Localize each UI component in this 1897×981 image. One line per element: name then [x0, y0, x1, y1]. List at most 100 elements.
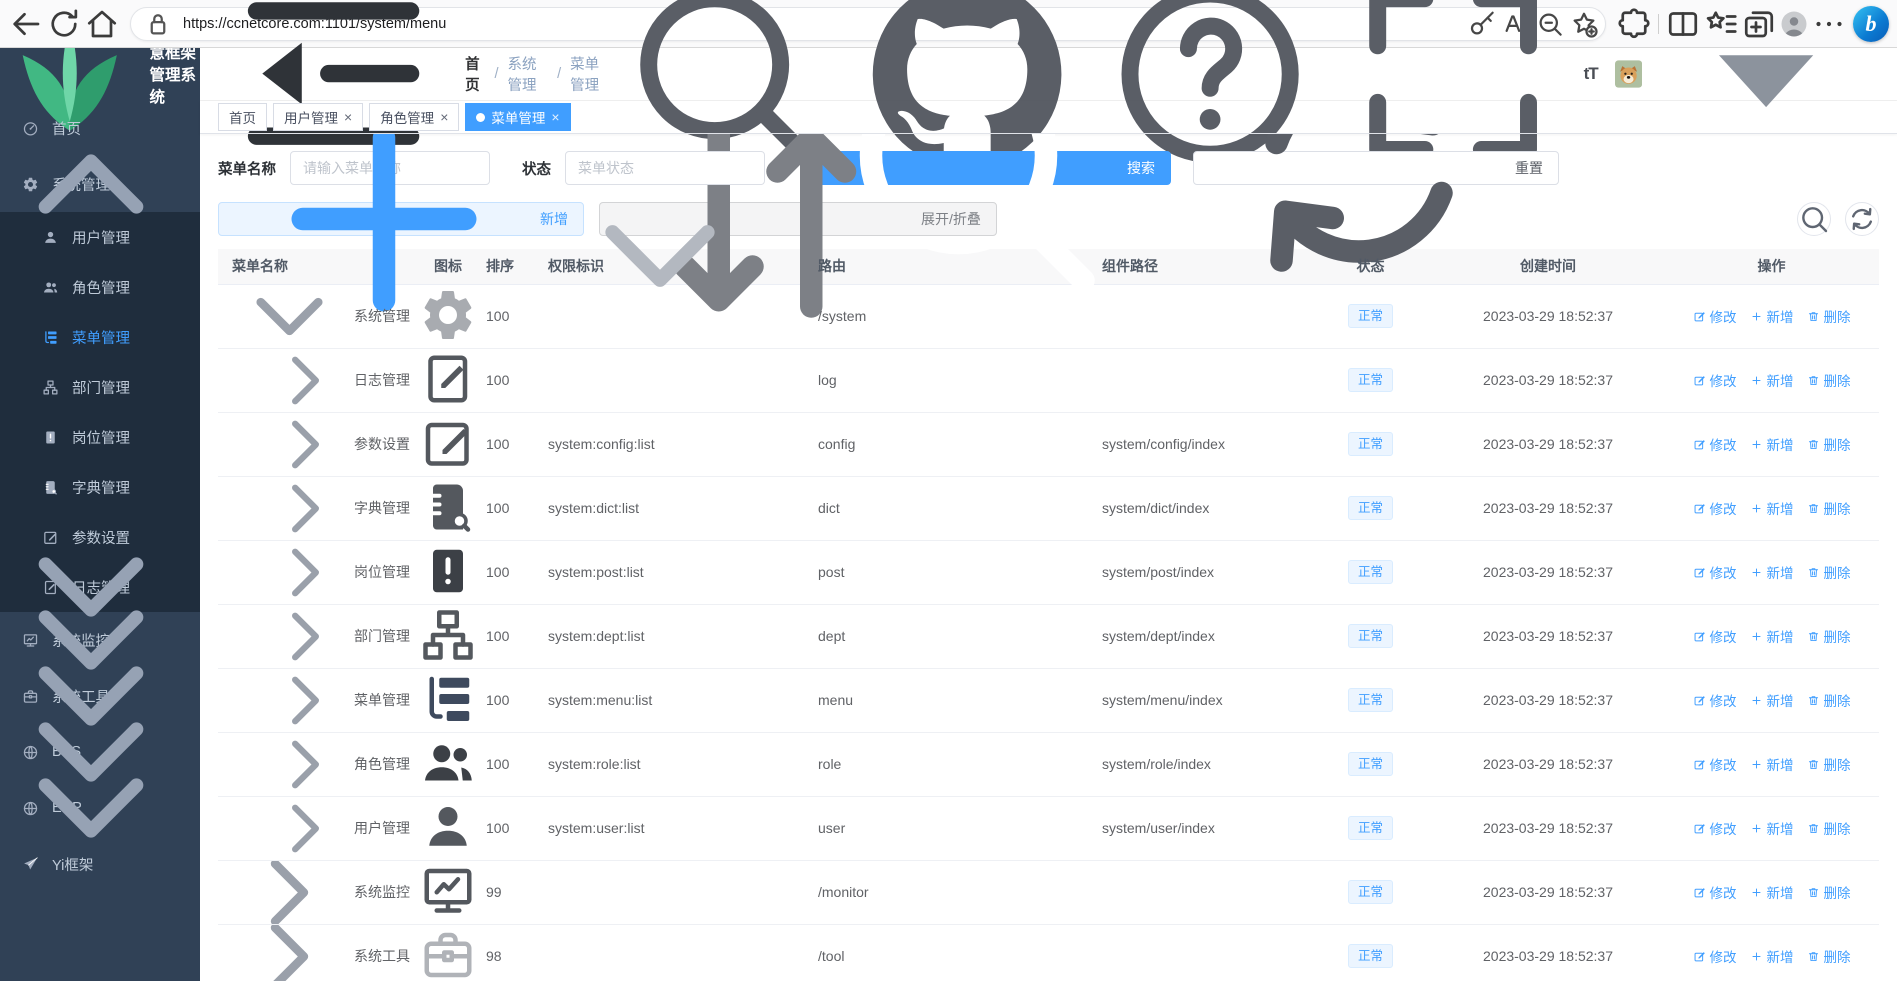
avatar-caret-icon[interactable]: [1653, 0, 1879, 187]
action-trash-link[interactable]: 删除: [1807, 754, 1851, 774]
action-trash-link[interactable]: 删除: [1807, 626, 1851, 646]
address-bar[interactable]: https://ccnetcore.com:1101/system/menu: [130, 6, 1606, 41]
action-editaction-link[interactable]: 修改: [1693, 562, 1737, 582]
action-trash-link[interactable]: 删除: [1807, 434, 1851, 454]
sidebar-item--[interactable]: 日志管理: [0, 557, 200, 617]
browser-essentials-icon[interactable]: [1616, 6, 1652, 42]
menu-name-cell: 部门管理: [218, 604, 418, 669]
sidebar-item--[interactable]: 系统工具: [0, 666, 200, 726]
action-editaction-link[interactable]: 修改: [1693, 306, 1737, 326]
sidebar-item--[interactable]: 岗位管理: [0, 412, 200, 462]
action-editaction-link[interactable]: 修改: [1693, 626, 1737, 646]
refresh-table-button[interactable]: [1845, 202, 1879, 236]
action-editaction-link[interactable]: 修改: [1693, 882, 1737, 902]
user-avatar[interactable]: [1614, 56, 1642, 92]
chevron-right-icon[interactable]: [264, 796, 347, 859]
sidebar-item--[interactable]: 系统管理: [0, 154, 200, 214]
split-screen-icon[interactable]: [1665, 6, 1701, 42]
font-size-icon[interactable]: tT: [1583, 64, 1599, 83]
search-button[interactable]: 搜索: [805, 134, 1171, 292]
zoom-out-icon[interactable]: [1535, 9, 1565, 39]
back-icon[interactable]: [8, 6, 44, 42]
action-trash-link[interactable]: 删除: [1807, 946, 1851, 966]
sidebar-item--[interactable]: 首页: [0, 100, 200, 156]
action-plus-link[interactable]: 新增: [1750, 562, 1794, 582]
perms-cell: system:dict:list: [548, 476, 818, 541]
action-editaction-link[interactable]: 修改: [1693, 818, 1737, 838]
chevron-right-icon[interactable]: [232, 860, 347, 923]
app-logo[interactable]: 意框架管理系统: [0, 48, 200, 131]
key-icon[interactable]: [1467, 9, 1497, 39]
action-trash-link[interactable]: 删除: [1807, 818, 1851, 838]
reload-icon[interactable]: [46, 6, 82, 42]
close-icon[interactable]: ×: [440, 109, 449, 125]
chevron-down-icon[interactable]: [232, 284, 347, 347]
chevron-right-icon[interactable]: [264, 604, 347, 667]
action-plus-link[interactable]: 新增: [1750, 434, 1794, 454]
action-plus-link[interactable]: 新增: [1750, 498, 1794, 518]
sidebar-item--[interactable]: 用户管理: [0, 212, 200, 262]
add-button[interactable]: 新增: [218, 134, 584, 312]
home-icon[interactable]: [84, 6, 120, 42]
lock-icon[interactable]: [143, 9, 173, 39]
breadcrumb-item[interactable]: 首页: [465, 57, 480, 94]
action-plus-link[interactable]: 新增: [1750, 946, 1794, 966]
action-plus-link[interactable]: 新增: [1750, 818, 1794, 838]
chevron-right-icon[interactable]: [264, 348, 347, 411]
sidebar-item--[interactable]: 系统监控: [0, 610, 200, 670]
sidebar-item--[interactable]: 菜单管理: [0, 312, 200, 362]
chevron-right-icon[interactable]: [264, 476, 347, 539]
action-editaction-link[interactable]: 修改: [1693, 434, 1737, 454]
action-editaction-link[interactable]: 修改: [1693, 946, 1737, 966]
chevron-right-icon[interactable]: [264, 732, 347, 795]
favorites-bar-icon[interactable]: [1703, 6, 1739, 42]
sidebar-item--[interactable]: 参数设置: [0, 512, 200, 562]
action-plus-link[interactable]: 新增: [1750, 882, 1794, 902]
action-plus-link[interactable]: 新增: [1750, 306, 1794, 326]
action-trash-link[interactable]: 删除: [1807, 370, 1851, 390]
action-trash-link[interactable]: 删除: [1807, 882, 1851, 902]
sidebar-item-bbs[interactable]: BBS: [0, 722, 200, 782]
tab-菜单管理[interactable]: 菜单管理 ×: [465, 103, 571, 131]
sidebar-item--[interactable]: 字典管理: [0, 462, 200, 512]
status-select[interactable]: 菜单状态: [565, 151, 765, 287]
status-select-value[interactable]: 菜单状态: [565, 151, 765, 185]
action-plus-link[interactable]: 新增: [1750, 754, 1794, 774]
breadcrumb-item[interactable]: 系统管理: [507, 57, 537, 94]
sidebar-item--[interactable]: 角色管理: [0, 262, 200, 312]
chevron-right-icon[interactable]: [232, 924, 347, 981]
reset-button[interactable]: 重置: [1193, 134, 1559, 272]
show-search-button[interactable]: [1797, 202, 1831, 236]
tab-角色管理[interactable]: 角色管理 ×: [369, 103, 460, 131]
chevron-right-icon[interactable]: [264, 668, 347, 731]
action-plus-link[interactable]: 新增: [1750, 370, 1794, 390]
editaction-icon: [1693, 566, 1706, 579]
expand-collapse-button[interactable]: 展开/折叠: [599, 134, 997, 318]
action-trash-link[interactable]: 删除: [1807, 306, 1851, 326]
action-trash-link[interactable]: 删除: [1807, 498, 1851, 518]
action-editaction-link[interactable]: 修改: [1693, 754, 1737, 774]
action-plus-link[interactable]: 新增: [1750, 690, 1794, 710]
action-editaction-link[interactable]: 修改: [1693, 498, 1737, 518]
sidebar-item--[interactable]: 部门管理: [0, 362, 200, 412]
tab-首页[interactable]: 首页: [218, 103, 267, 131]
settings-dots-icon[interactable]: [1811, 6, 1847, 42]
tab-用户管理[interactable]: 用户管理 ×: [273, 103, 364, 131]
favorite-star-plus-icon[interactable]: [1569, 9, 1599, 39]
chevron-right-icon[interactable]: [264, 540, 347, 603]
github-icon[interactable]: [854, 0, 1080, 187]
sidebar-item-yi-[interactable]: Yi框架: [0, 836, 200, 892]
action-trash-link[interactable]: 删除: [1807, 690, 1851, 710]
browser-profile-avatar[interactable]: [1779, 9, 1809, 39]
action-editaction-link[interactable]: 修改: [1693, 690, 1737, 710]
breadcrumb-item[interactable]: 菜单管理: [570, 57, 600, 94]
collections-icon[interactable]: [1741, 6, 1777, 42]
close-icon[interactable]: ×: [551, 109, 560, 125]
close-icon[interactable]: ×: [344, 109, 353, 125]
action-plus-link[interactable]: 新增: [1750, 626, 1794, 646]
sidebar-item-erp[interactable]: ERP: [0, 778, 200, 838]
chevron-right-icon[interactable]: [264, 412, 347, 475]
action-trash-link[interactable]: 删除: [1807, 562, 1851, 582]
bing-icon[interactable]: b: [1853, 5, 1889, 42]
action-editaction-link[interactable]: 修改: [1693, 370, 1737, 390]
